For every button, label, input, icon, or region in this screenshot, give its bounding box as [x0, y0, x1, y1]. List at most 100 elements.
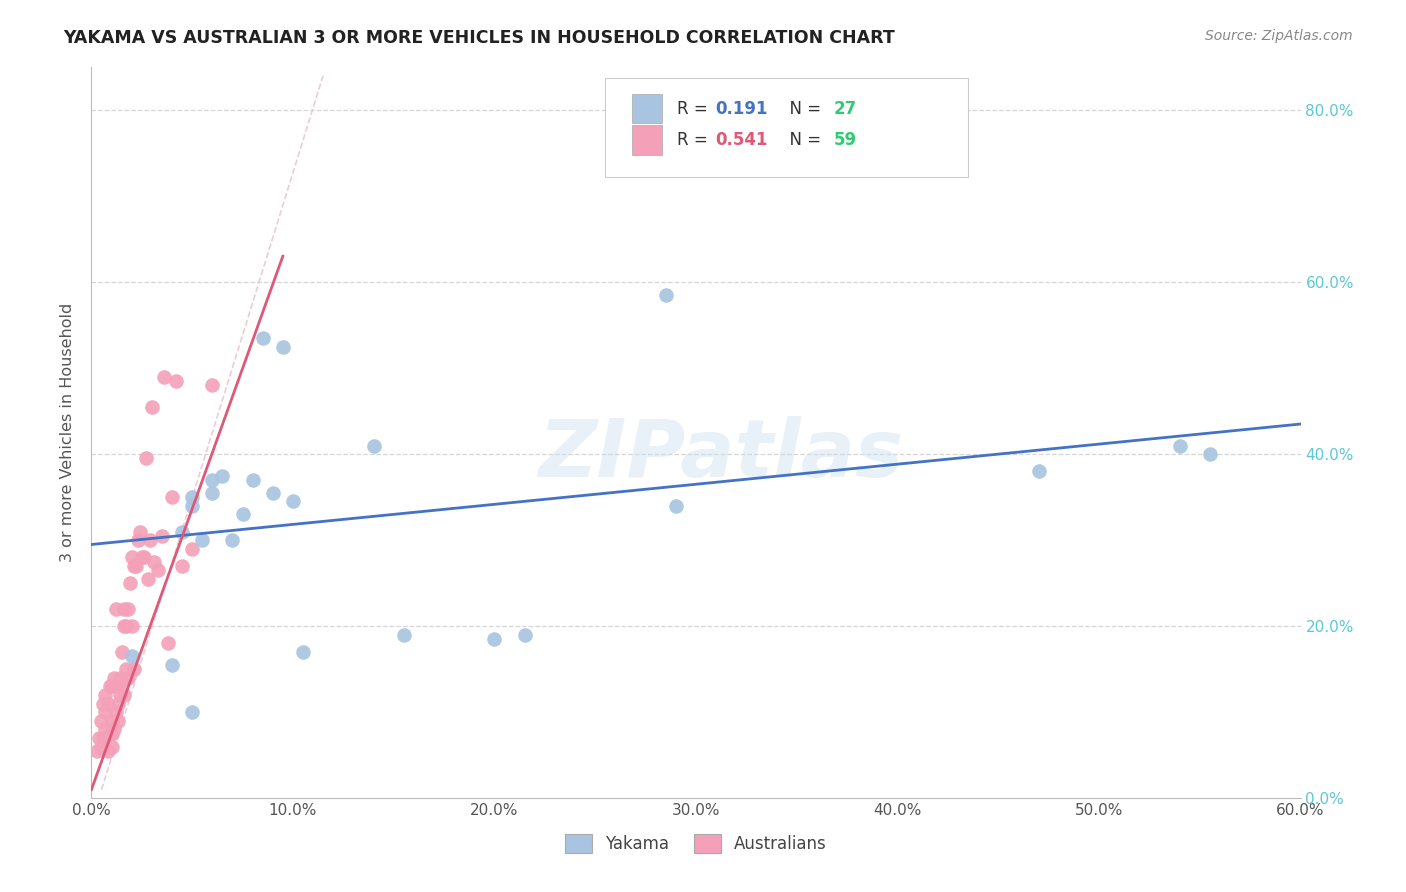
Point: [262, 486, 284, 500]
Point: [165, 374, 187, 388]
FancyBboxPatch shape: [605, 78, 967, 177]
Point: [201, 378, 224, 392]
Point: [94, 706, 117, 720]
FancyBboxPatch shape: [631, 126, 662, 154]
Point: [121, 550, 143, 565]
Point: [112, 602, 135, 616]
Point: [156, 636, 179, 650]
Legend: Yakama, Australians: Yakama, Australians: [558, 827, 834, 860]
Point: [181, 499, 204, 513]
Point: [89, 731, 111, 745]
Point: [271, 340, 294, 354]
Point: [86, 744, 108, 758]
Point: [103, 723, 125, 737]
Point: [112, 619, 135, 633]
Point: [125, 559, 148, 574]
Point: [122, 662, 145, 676]
Point: [141, 400, 163, 414]
Point: [363, 438, 385, 452]
Point: [281, 494, 304, 508]
Point: [127, 533, 149, 548]
Point: [104, 602, 127, 616]
Point: [114, 619, 136, 633]
Text: 0.191: 0.191: [716, 100, 768, 118]
Point: [103, 671, 125, 685]
Text: Source: ZipAtlas.com: Source: ZipAtlas.com: [1205, 29, 1353, 44]
Point: [90, 739, 112, 754]
Point: [201, 486, 224, 500]
Point: [104, 706, 127, 720]
Point: [1198, 447, 1220, 461]
Point: [107, 714, 129, 728]
Text: N =: N =: [779, 131, 827, 149]
Point: [94, 688, 117, 702]
Point: [172, 524, 194, 539]
Point: [100, 739, 122, 754]
Point: [231, 508, 253, 522]
Point: [98, 727, 121, 741]
Point: [111, 675, 132, 690]
Y-axis label: 3 or more Vehicles in Household: 3 or more Vehicles in Household: [60, 303, 76, 562]
Text: 27: 27: [834, 100, 858, 118]
Point: [181, 706, 204, 720]
Point: [135, 451, 157, 466]
Point: [117, 602, 139, 616]
Point: [513, 628, 536, 642]
Text: 59: 59: [834, 131, 856, 149]
Point: [98, 680, 121, 694]
Point: [153, 369, 176, 384]
Point: [96, 697, 118, 711]
Point: [160, 490, 183, 504]
Point: [172, 559, 194, 574]
Point: [242, 473, 264, 487]
Point: [108, 671, 131, 685]
Point: [111, 645, 132, 659]
Point: [665, 499, 688, 513]
Point: [94, 723, 117, 737]
Point: [90, 714, 112, 728]
Point: [131, 550, 153, 565]
Point: [100, 727, 122, 741]
Point: [211, 468, 233, 483]
Point: [142, 555, 165, 569]
Point: [191, 533, 214, 548]
Point: [292, 645, 315, 659]
Point: [96, 744, 118, 758]
Point: [107, 697, 129, 711]
FancyBboxPatch shape: [631, 94, 662, 123]
Point: [122, 559, 145, 574]
Point: [181, 490, 204, 504]
Text: YAKAMA VS AUSTRALIAN 3 OR MORE VEHICLES IN HOUSEHOLD CORRELATION CHART: YAKAMA VS AUSTRALIAN 3 OR MORE VEHICLES …: [63, 29, 896, 47]
Point: [484, 632, 506, 647]
Point: [136, 572, 159, 586]
Point: [121, 619, 143, 633]
Point: [93, 697, 115, 711]
Point: [654, 288, 676, 302]
Point: [117, 671, 139, 685]
Point: [1168, 438, 1191, 452]
Point: [146, 563, 169, 577]
Point: [100, 714, 122, 728]
Point: [392, 628, 415, 642]
Text: R =: R =: [676, 131, 713, 149]
Point: [118, 576, 141, 591]
Text: N =: N =: [779, 100, 827, 118]
Point: [221, 533, 243, 548]
Point: [132, 550, 155, 565]
Point: [181, 541, 204, 556]
Text: ZIPatlas: ZIPatlas: [537, 416, 903, 493]
Point: [100, 680, 122, 694]
Point: [201, 473, 224, 487]
Point: [128, 524, 150, 539]
Text: R =: R =: [676, 100, 713, 118]
Point: [150, 529, 173, 543]
Point: [112, 688, 135, 702]
Text: 0.541: 0.541: [716, 131, 768, 149]
Point: [114, 662, 136, 676]
Point: [93, 731, 115, 745]
Point: [139, 533, 162, 548]
Point: [1028, 464, 1050, 478]
Point: [252, 331, 274, 345]
Point: [107, 680, 129, 694]
Point: [108, 688, 131, 702]
